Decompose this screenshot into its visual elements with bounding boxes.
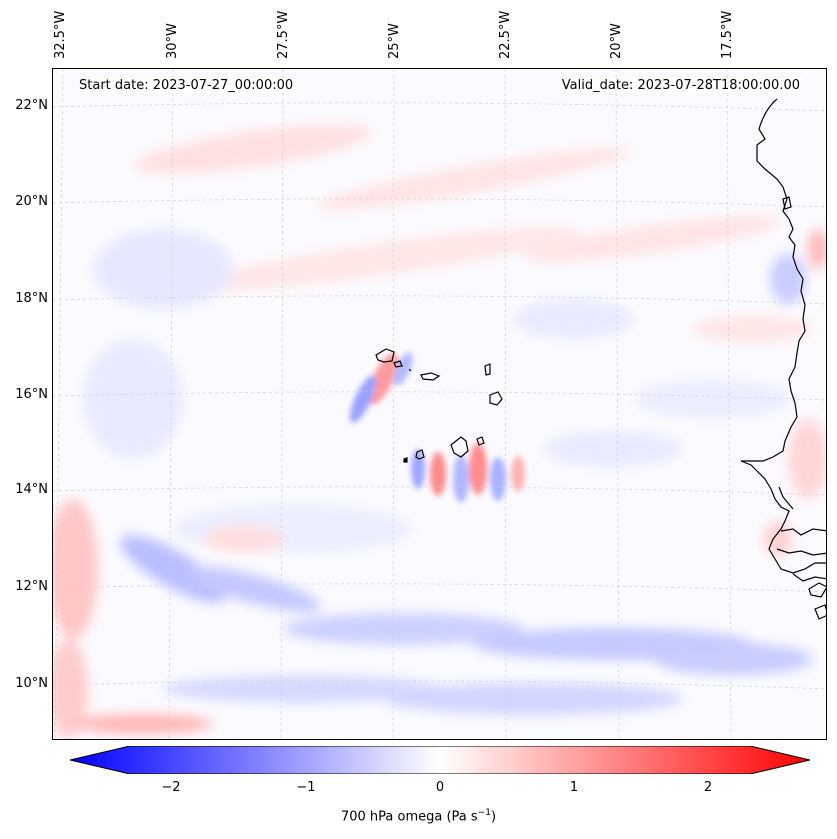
graticule — [53, 69, 826, 739]
lat-label-18n: 18°N — [15, 291, 48, 306]
map-canvas — [53, 69, 826, 739]
omega-map: Start date: 2023-07-27_00:00:00 Valid_da… — [52, 68, 827, 740]
lat-label-10n: 10°N — [15, 676, 48, 691]
valid-date-text: Valid_date: 2023-07-28T18:00:00.00 — [559, 78, 802, 93]
colorbar-label: 700 hPa omega (Pa s−1) — [340, 808, 497, 825]
colorbar-tick-neg2: −2 — [161, 780, 181, 795]
african-coastline — [740, 98, 826, 620]
lon-label-27-5w: 27.5°W — [276, 10, 291, 59]
lon-label-30w: 30°W — [165, 23, 180, 59]
lon-label-25w: 25°W — [387, 23, 402, 59]
island-wave-pattern — [349, 352, 525, 503]
colorbar-graphic — [69, 745, 811, 778]
lat-label-16n: 16°N — [15, 387, 48, 402]
colorbar — [69, 745, 811, 778]
lat-label-22n: 22°N — [15, 98, 48, 113]
colorbar-tick-1: 1 — [569, 780, 579, 795]
start-date-text: Start date: 2023-07-27_00:00:00 — [77, 78, 296, 93]
cape-verde-islands — [375, 348, 503, 463]
lon-label-32-5w: 32.5°W — [53, 10, 68, 59]
colorbar-tick-neg1: −1 — [296, 780, 316, 795]
lat-label-20n: 20°N — [15, 194, 48, 209]
omega-field — [53, 124, 826, 739]
colorbar-tick-2: 2 — [703, 780, 713, 795]
lon-label-20w: 20°W — [609, 23, 624, 59]
lon-label-17-5w: 17.5°W — [720, 10, 735, 59]
lat-label-14n: 14°N — [15, 482, 48, 497]
lon-label-22-5w: 22.5°W — [498, 10, 513, 59]
lat-label-12n: 12°N — [15, 579, 48, 594]
colorbar-tick-0: 0 — [435, 780, 445, 795]
